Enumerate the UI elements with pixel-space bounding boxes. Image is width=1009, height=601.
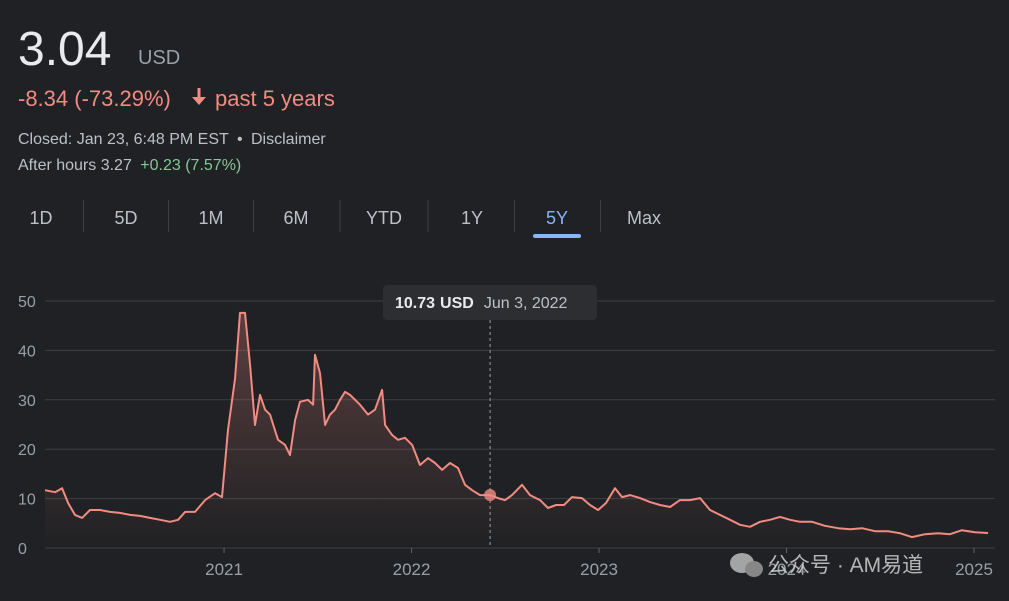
tooltip: 10.73 USD Jun 3, 2022 — [395, 295, 568, 312]
disclaimer[interactable]: Disclaimer — [251, 131, 326, 148]
tab[interactable]: 5D — [114, 208, 137, 228]
down-arrow — [192, 88, 206, 105]
price: 3.04 — [18, 23, 111, 76]
tooltip-box — [383, 285, 597, 320]
tab[interactable]: YTD — [366, 208, 402, 228]
tab[interactable]: 1D — [29, 208, 52, 228]
x-tick-label: 2025 — [955, 560, 993, 579]
tab[interactable]: 1M — [198, 208, 223, 228]
after-hours-change: +0.23 (7.57%) — [140, 157, 241, 174]
y-tick-label: 20 — [18, 442, 36, 459]
line — [44, 311, 989, 539]
x-tick-label: 2024 — [768, 560, 806, 579]
closed: Closed: Jan 23, 6:48 PM EST — [18, 131, 229, 148]
watermark: 公众号 · AM易道 — [730, 553, 923, 577]
area — [45, 312, 989, 548]
x-tick-label: 2022 — [393, 560, 431, 579]
after-hours: After hours 3.27 — [18, 157, 132, 174]
tab-indicator — [533, 234, 581, 238]
tooltip-date: Jun 3, 2022 — [484, 295, 568, 312]
period: past 5 years — [215, 86, 335, 111]
change: -8.34 (-73.29%) — [18, 86, 171, 111]
y-tick-label: 0 — [18, 541, 27, 558]
y-tick-label: 50 — [18, 294, 36, 311]
watermark-text: 公众号 · AM易道 — [768, 554, 923, 577]
chart: 0 10 20 30 40 50 2021 2022 2023 2024 2025 10.73 USD J… — [18, 285, 995, 579]
y-tick-label: 40 — [18, 343, 36, 360]
tooltip-unit: USD — [440, 295, 474, 312]
tooltip-value: 10.73 — [395, 295, 435, 312]
tab[interactable]: 1Y — [461, 208, 483, 228]
tab[interactable]: Max — [627, 208, 661, 228]
x-tick-label: 2023 — [580, 560, 618, 579]
tab[interactable]: 5Y — [546, 208, 568, 228]
range-tabs: 1D 5D 1M 6M YTD 1Y 5Y Max — [29, 200, 661, 238]
hover-dot — [484, 488, 497, 501]
after-hours-line: After hours 3.27 +0.23 (7.57%) — [18, 157, 241, 174]
currency: USD — [138, 47, 180, 69]
y-tick-label: 10 — [18, 492, 36, 509]
tab[interactable]: 6M — [283, 208, 308, 228]
y-tick-label: 30 — [18, 393, 36, 410]
separator: • — [237, 131, 243, 148]
closed-time: Closed: Jan 23, 6:48 PM EST • Disclaimer — [18, 131, 326, 148]
x-tick-label: 2021 — [205, 560, 243, 579]
